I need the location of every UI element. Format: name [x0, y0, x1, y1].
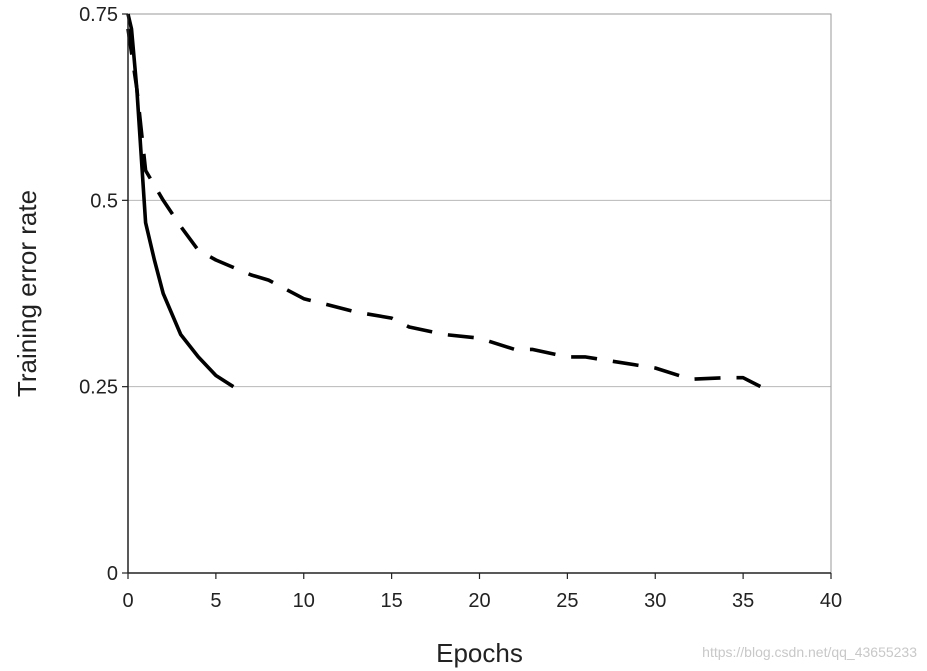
series-line-dashed	[126, 28, 762, 389]
y-axis-label: Training error rate	[12, 190, 42, 397]
watermark: https://blog.csdn.net/qq_43655233	[702, 644, 917, 660]
y-tick-label-1: 0.25	[79, 377, 118, 399]
y-tick-label-0: 0	[107, 563, 118, 585]
x-tick-label-7: 35	[732, 590, 754, 612]
x-tick-label-8: 40	[820, 590, 842, 612]
grid-lines	[128, 199, 831, 388]
x-tick-label-3: 15	[381, 590, 403, 612]
x-axis-label: Epochs	[436, 638, 523, 668]
x-tick-label-2: 10	[293, 590, 315, 612]
x-tick-label-1: 5	[210, 590, 221, 612]
x-tick-label-0: 0	[122, 590, 133, 612]
x-tick-label-6: 30	[644, 590, 666, 612]
y-tick-label-2: 0.5	[90, 190, 118, 212]
plot-frame	[127, 13, 832, 574]
x-tick-label-5: 25	[556, 590, 578, 612]
x-tick-label-4: 20	[468, 590, 490, 612]
series-layer	[126, 13, 762, 389]
y-ticks: 0 0.25 0.5 0.75	[79, 4, 128, 585]
series-line-solid	[126, 13, 235, 389]
x-ticks: 0 5 10 15 20 25 30 35 40	[122, 573, 842, 612]
y-tick-label-3: 0.75	[79, 4, 118, 26]
